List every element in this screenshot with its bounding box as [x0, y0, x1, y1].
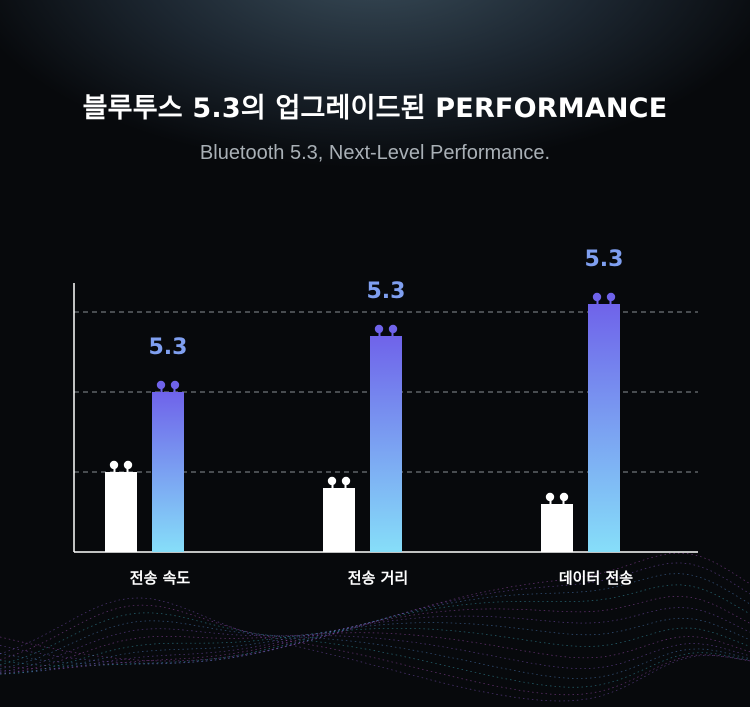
category-label: 전송 속도	[130, 569, 191, 587]
bar-baseline	[105, 472, 137, 552]
data-label: 5.3	[149, 335, 188, 360]
category-label: 데이터 전송	[559, 569, 633, 587]
earbud-icon	[327, 476, 351, 489]
bar-bt53	[588, 304, 620, 552]
page-subtitle: Bluetooth 5.3, Next-Level Performance.	[199, 142, 551, 164]
earbud-icon	[109, 460, 133, 473]
earbud-icon	[545, 492, 569, 505]
bar-baseline	[323, 488, 355, 552]
earbud-icon	[374, 324, 398, 337]
earbud-icon	[156, 380, 180, 393]
category-label: 전송 거리	[348, 569, 408, 587]
earbud-icon	[592, 292, 616, 305]
bar-bt53	[152, 392, 184, 552]
data-label: 5.3	[585, 247, 624, 272]
bars	[105, 292, 620, 552]
bar-bt53	[370, 336, 402, 552]
page-title: 블루투스 5.3의 업그레이드된 PERFORMANCE	[82, 93, 668, 124]
labels: 5.3 전송 속도 5.3 전송 거리 5.3 데이터 전송	[130, 247, 634, 587]
data-label: 5.3	[367, 279, 406, 304]
bar-baseline	[541, 504, 573, 552]
